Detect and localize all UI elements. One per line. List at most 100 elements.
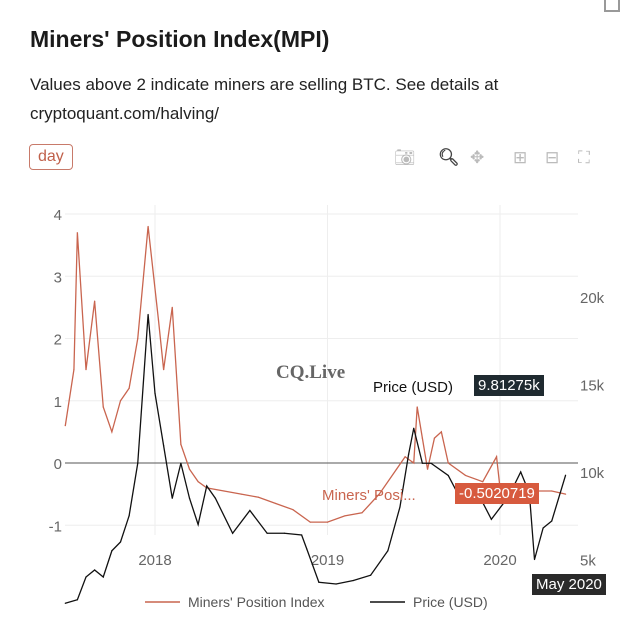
mpi-point	[482, 481, 484, 483]
mpi-point	[413, 462, 415, 464]
mpi-point	[447, 462, 449, 464]
y-left-tick: -1	[49, 518, 62, 535]
price-point	[551, 520, 553, 522]
price-point	[214, 497, 216, 499]
mpi-point	[197, 481, 199, 483]
price-point	[387, 550, 389, 552]
price-point	[430, 462, 432, 464]
price-point	[102, 576, 104, 578]
mpi-point	[395, 468, 398, 470]
mpi-point	[223, 490, 225, 492]
x-tick: 2018	[138, 552, 171, 569]
price-point	[370, 574, 372, 576]
chart-subtitle: Values above 2 indicate miners are selli…	[30, 75, 499, 123]
mpi-point	[344, 515, 346, 517]
price-point	[171, 497, 173, 499]
price-point	[283, 532, 285, 534]
mpi-point	[137, 337, 139, 340]
mpi-point	[275, 502, 277, 505]
share-icon[interactable]	[604, 0, 620, 12]
mpi-point	[551, 490, 553, 492]
camera-icon[interactable]: 📷︎	[394, 148, 416, 167]
mpi-point	[495, 456, 498, 458]
price-point	[206, 485, 208, 487]
price-point	[399, 506, 401, 508]
price-point	[163, 445, 165, 447]
mpi-point	[433, 437, 436, 439]
zoom-icon[interactable]: 🔍︎	[438, 148, 460, 167]
mpi-point	[157, 319, 160, 321]
price-point	[232, 532, 234, 534]
pan-icon[interactable]: ✥	[470, 148, 485, 167]
mpi-point	[292, 509, 294, 511]
mpi-point	[76, 232, 78, 234]
mpi-point	[64, 425, 66, 427]
mpi-point	[378, 493, 380, 495]
watermark: CQ.Live	[276, 362, 346, 383]
price-point	[301, 534, 303, 536]
price-tooltip-label: Price (USD)	[373, 379, 454, 396]
mpi-point	[111, 431, 113, 433]
price-point	[76, 599, 78, 601]
mpi-tooltip-value: -0.5020719	[455, 483, 539, 504]
y-left-tick: 0	[54, 456, 62, 473]
price-point	[564, 474, 567, 476]
legend-price-label: Price (USD)	[413, 594, 488, 610]
chart-title: Miners' Position Index(MPI)	[30, 26, 330, 52]
price-point	[490, 518, 492, 520]
y-left-tick: 3	[54, 269, 62, 286]
price-point	[520, 471, 522, 473]
mpi-point	[240, 493, 242, 495]
y-left-tick: 4	[54, 207, 62, 224]
mpi-point	[119, 400, 122, 402]
price-point	[128, 515, 130, 517]
x-tick: 2020	[483, 552, 516, 569]
autoscale-icon[interactable]: ⛶	[578, 148, 590, 167]
mpi-point	[73, 369, 75, 371]
price-point	[421, 462, 423, 464]
y-left-tick: 2	[54, 332, 62, 349]
price-point	[352, 579, 354, 582]
y-right-tick: 20k	[580, 290, 605, 307]
price-point	[318, 581, 320, 583]
price-point	[188, 497, 191, 499]
price-point	[180, 462, 182, 464]
price-point	[542, 527, 544, 529]
mpi-point	[180, 443, 182, 445]
mpi-point	[404, 456, 406, 458]
mpi-point	[171, 306, 173, 308]
price-point	[64, 602, 66, 604]
date-tooltip: May 2020	[532, 574, 606, 595]
mpi-point	[426, 468, 429, 470]
price-point	[407, 453, 410, 456]
price-tooltip-value: 9.81275k	[474, 375, 544, 396]
mpi-point	[361, 512, 363, 514]
zoom-in-icon[interactable]: ⊞	[513, 148, 528, 167]
mpi-point	[416, 406, 418, 408]
mpi-point	[464, 474, 467, 477]
mpi-point	[564, 493, 567, 495]
price-point	[85, 576, 87, 578]
mpi-point	[188, 468, 191, 470]
price-point	[306, 548, 308, 550]
y-left-tick: 1	[54, 394, 62, 411]
mpi-point	[85, 369, 87, 371]
mpi-point	[440, 431, 442, 433]
price-point	[266, 532, 268, 534]
price-point	[119, 541, 122, 543]
price-point	[94, 569, 96, 571]
mpi-point	[309, 521, 311, 523]
y-right-tick: 10k	[580, 465, 605, 482]
legend-mpi-label: Miners' Position Index	[188, 594, 325, 610]
price-point	[154, 392, 156, 394]
mpi-tooltip-label: Miners' Posi...	[322, 487, 416, 504]
y-right-tick: 15k	[580, 378, 605, 395]
price-point	[111, 550, 113, 552]
x-tick: 2019	[311, 552, 344, 569]
mpi-point	[94, 300, 96, 302]
zoom-out-icon[interactable]: ⊟	[545, 148, 560, 167]
range-day-button[interactable]: day	[29, 144, 73, 170]
price-point	[413, 427, 415, 429]
price-point	[197, 523, 199, 526]
price-point	[447, 474, 449, 477]
